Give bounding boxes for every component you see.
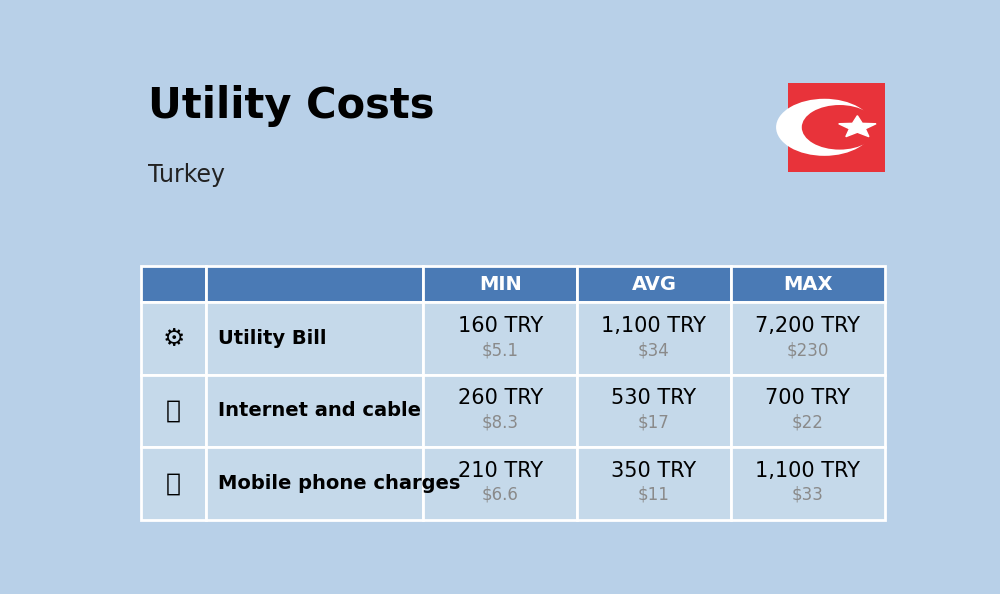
- Text: Turkey: Turkey: [148, 163, 225, 187]
- Bar: [140, 375, 206, 447]
- Text: Utility Bill: Utility Bill: [218, 329, 326, 348]
- Bar: [731, 302, 885, 375]
- Bar: [731, 266, 885, 302]
- Bar: [206, 447, 423, 520]
- Bar: [423, 266, 577, 302]
- Text: $6.6: $6.6: [482, 486, 519, 504]
- Text: 📱: 📱: [166, 472, 181, 495]
- Text: $34: $34: [638, 341, 670, 359]
- Text: 700 TRY: 700 TRY: [765, 388, 850, 408]
- Bar: [140, 302, 206, 375]
- Bar: [577, 447, 731, 520]
- Text: 160 TRY: 160 TRY: [458, 316, 543, 336]
- Bar: [731, 447, 885, 520]
- Bar: [731, 375, 885, 447]
- Text: MAX: MAX: [783, 274, 832, 293]
- Text: Internet and cable: Internet and cable: [218, 402, 421, 421]
- Text: 530 TRY: 530 TRY: [611, 388, 697, 408]
- Text: $11: $11: [638, 486, 670, 504]
- Bar: [206, 375, 423, 447]
- Text: Utility Costs: Utility Costs: [148, 85, 435, 127]
- Text: 📶: 📶: [166, 399, 181, 423]
- Text: 210 TRY: 210 TRY: [458, 460, 543, 481]
- Text: $22: $22: [792, 413, 824, 431]
- Text: $17: $17: [638, 413, 670, 431]
- Bar: [423, 302, 577, 375]
- Text: $8.3: $8.3: [482, 413, 519, 431]
- Bar: [206, 302, 423, 375]
- Text: $230: $230: [786, 341, 829, 359]
- Bar: [206, 266, 423, 302]
- Text: 1,100 TRY: 1,100 TRY: [755, 460, 860, 481]
- Bar: [140, 447, 206, 520]
- Text: AVG: AVG: [631, 274, 676, 293]
- Bar: [423, 375, 577, 447]
- Bar: [577, 375, 731, 447]
- Bar: [577, 266, 731, 302]
- Text: 350 TRY: 350 TRY: [611, 460, 697, 481]
- Text: ⚙: ⚙: [162, 327, 185, 350]
- Text: $5.1: $5.1: [482, 341, 519, 359]
- Text: 1,100 TRY: 1,100 TRY: [601, 316, 706, 336]
- Text: MIN: MIN: [479, 274, 522, 293]
- Text: Mobile phone charges: Mobile phone charges: [218, 474, 460, 493]
- Bar: [423, 447, 577, 520]
- Bar: [577, 302, 731, 375]
- Text: $33: $33: [792, 486, 824, 504]
- Text: 260 TRY: 260 TRY: [458, 388, 543, 408]
- Bar: [140, 266, 206, 302]
- FancyBboxPatch shape: [788, 83, 885, 172]
- Circle shape: [776, 99, 873, 156]
- Text: 7,200 TRY: 7,200 TRY: [755, 316, 860, 336]
- Polygon shape: [839, 116, 876, 137]
- Circle shape: [802, 105, 877, 150]
